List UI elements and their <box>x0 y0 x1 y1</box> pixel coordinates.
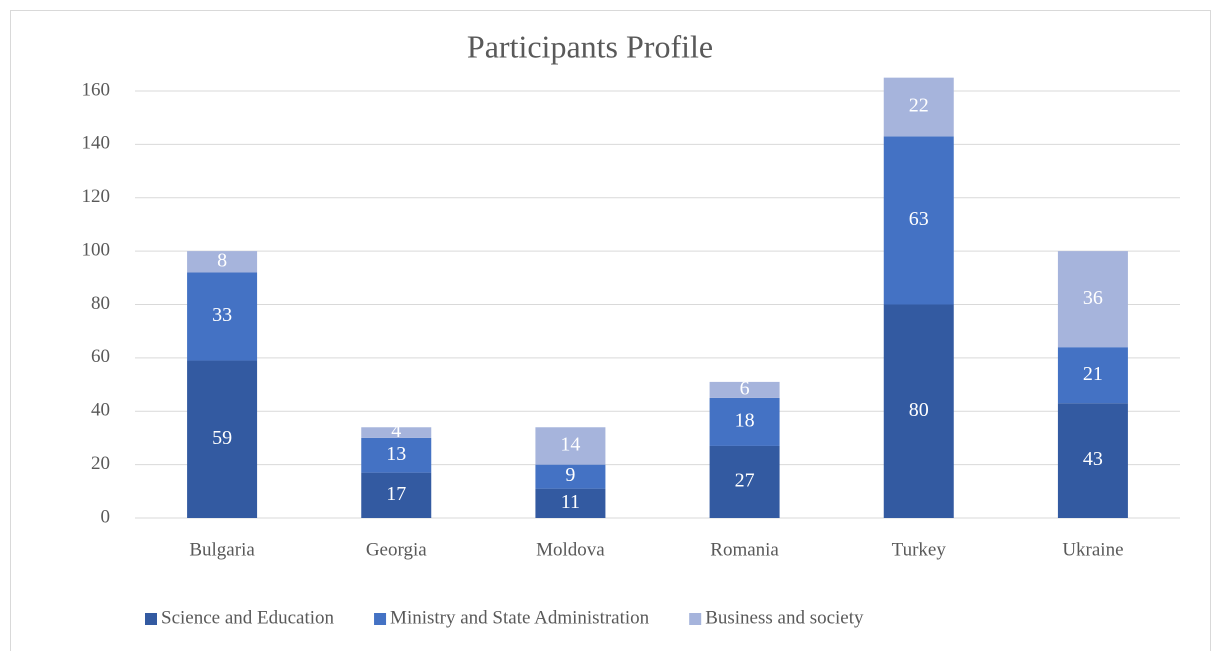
y-tick-label: 60 <box>91 346 110 367</box>
legend-label: Science and Education <box>161 607 335 628</box>
data-label: 6 <box>740 377 750 399</box>
data-label: 27 <box>735 470 755 492</box>
data-label: 17 <box>386 483 406 505</box>
x-tick-label: Turkey <box>892 539 947 560</box>
bar-segment <box>709 397 780 446</box>
data-label: 11 <box>561 491 580 513</box>
legend-label: Ministry and State Administration <box>390 607 650 628</box>
bar-segment <box>883 77 954 137</box>
legend-swatch <box>145 613 157 625</box>
data-label: 4 <box>391 420 401 442</box>
data-label: 13 <box>386 443 406 465</box>
data-label: 9 <box>565 464 575 486</box>
bar-segment <box>1057 347 1128 404</box>
data-label: 21 <box>1083 363 1103 385</box>
bar-segment <box>1057 403 1128 518</box>
bar-segment <box>709 381 780 398</box>
bar-segment <box>883 136 954 305</box>
data-label: 22 <box>909 95 929 117</box>
x-tick-label: Romania <box>710 539 779 560</box>
legend-swatch <box>689 613 702 625</box>
bar-segment <box>187 251 258 273</box>
bar-segment <box>709 445 780 518</box>
data-label: 8 <box>217 249 227 271</box>
y-tick-label: 40 <box>91 400 110 421</box>
x-tick-label: Ukraine <box>1062 539 1123 560</box>
data-label: 43 <box>1083 448 1103 470</box>
x-tick-label: Georgia <box>366 539 427 560</box>
bar-segment <box>1057 251 1128 348</box>
data-label: 36 <box>1083 287 1103 309</box>
bar-segment <box>187 272 258 361</box>
bar-segment <box>187 360 258 518</box>
bar-segment <box>361 472 432 518</box>
y-tick-label: 100 <box>82 239 111 260</box>
chart-title: Participants Profile <box>467 28 713 64</box>
x-tick-label: Bulgaria <box>189 539 255 560</box>
data-label: 80 <box>909 399 929 421</box>
bar-segment <box>361 437 432 473</box>
y-tick-label: 0 <box>101 506 111 527</box>
data-label: 18 <box>735 410 755 432</box>
bar-segment <box>883 304 954 518</box>
x-tick-label: Moldova <box>536 539 605 560</box>
y-tick-label: 160 <box>82 79 111 100</box>
bar-segment <box>535 464 606 489</box>
y-tick-label: 120 <box>82 186 111 207</box>
data-label: 59 <box>212 427 232 449</box>
bar-segment <box>535 427 606 465</box>
data-label: 63 <box>909 208 929 230</box>
bar-segment <box>535 488 606 518</box>
legend-label: Business and society <box>705 607 864 628</box>
y-tick-label: 80 <box>91 293 110 314</box>
bar-segment <box>361 427 432 438</box>
legend-swatch <box>374 613 387 625</box>
y-tick-label: 20 <box>91 453 110 474</box>
data-label: 14 <box>560 434 580 456</box>
data-label: 33 <box>212 304 232 326</box>
y-tick-label: 140 <box>82 133 111 154</box>
